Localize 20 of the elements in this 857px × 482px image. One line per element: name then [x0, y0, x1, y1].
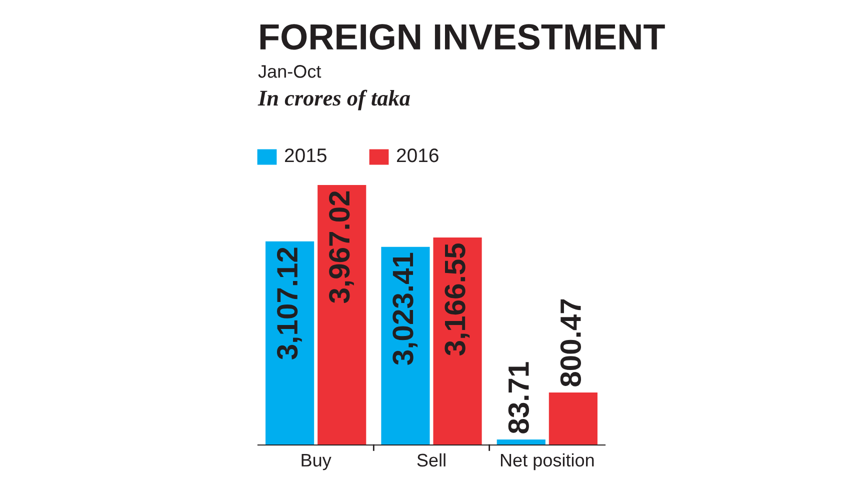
data-label: 3,166.55	[444, 243, 470, 356]
x-tick-label: Net position	[500, 453, 594, 470]
bar	[318, 185, 366, 445]
legend-label: 2015	[284, 148, 326, 162]
x-tick-label: Sell	[417, 453, 446, 467]
data-label: 800.47	[560, 299, 582, 386]
legend-label: 2016	[396, 148, 438, 162]
bar	[266, 241, 314, 445]
bar	[496, 440, 546, 445]
bar	[381, 246, 430, 445]
bar	[433, 237, 482, 445]
data-label: 3,107.12	[276, 248, 302, 360]
data-label: 83.71	[508, 362, 530, 434]
y-axis-title: In crores of taka	[258, 90, 410, 110]
data-label: 3,967.02	[329, 191, 354, 304]
bar	[548, 392, 598, 445]
x-tick-label: Buy	[302, 454, 332, 470]
chart-subtitle: Jan-Oct	[258, 65, 322, 78]
data-label: 3,023.41	[392, 252, 418, 365]
chart-title: FOREIGN INVESTMENT	[260, 24, 665, 50]
